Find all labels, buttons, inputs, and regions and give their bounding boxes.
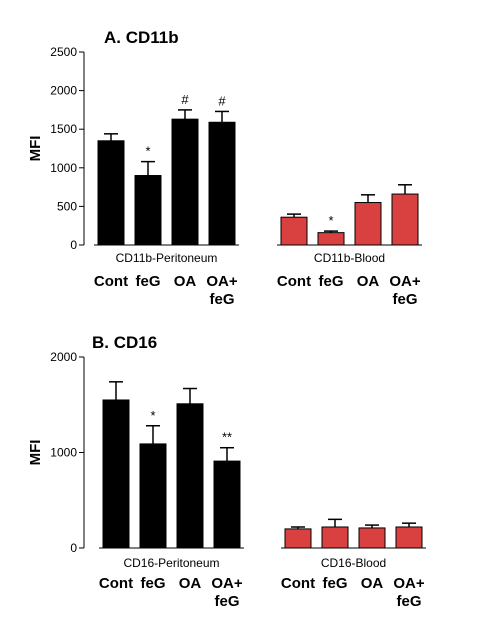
- x-tick-label: feG: [135, 273, 160, 290]
- chart-panel-1: A. CD11b MFI 0 500 1000 1500 2000 2500 Cont * feG #…: [27, 28, 422, 308]
- x-tick-label: Cont: [277, 273, 311, 290]
- bar: [213, 460, 241, 549]
- y-tick-label: 1000: [50, 446, 77, 460]
- y-tick-label: 0: [70, 541, 77, 555]
- y-tick-label: 500: [57, 199, 77, 213]
- x-tick-label: OA+: [393, 575, 425, 592]
- group-label: CD16-Blood: [321, 556, 386, 570]
- bar: [208, 121, 236, 246]
- significance-mark: *: [145, 144, 150, 159]
- y-tick-label: 2000: [50, 350, 77, 364]
- x-tick-label: feG: [140, 575, 165, 592]
- significance-mark: **: [222, 430, 232, 445]
- y-tick-label: 1500: [50, 122, 77, 136]
- bar: [139, 443, 167, 549]
- x-tick-label: OA+: [206, 273, 238, 290]
- significance-mark: #: [218, 93, 226, 108]
- significance-mark: *: [150, 408, 155, 423]
- bar: [317, 232, 345, 246]
- bar: [321, 526, 349, 549]
- x-tick-label: OA: [179, 575, 202, 592]
- x-tick-label: OA+: [211, 575, 243, 592]
- bar: [280, 216, 308, 246]
- bar: [284, 528, 312, 549]
- x-tick-label: OA: [174, 273, 197, 290]
- x-tick-label: feG: [209, 291, 234, 308]
- x-tick-label: OA+: [389, 273, 421, 290]
- significance-mark: #: [181, 92, 189, 107]
- x-tick-label: Cont: [281, 575, 315, 592]
- x-tick-label: OA: [357, 273, 380, 290]
- bar: [171, 118, 199, 246]
- x-tick-label: feG: [396, 593, 421, 610]
- bar: [97, 140, 125, 246]
- chart-title: A. CD11b: [104, 28, 179, 47]
- y-tick-label: 2000: [50, 84, 77, 98]
- x-tick-label: Cont: [99, 575, 133, 592]
- x-tick-label: OA: [361, 575, 384, 592]
- bar: [391, 193, 419, 246]
- bar: [134, 175, 162, 246]
- y-tick-label: 2500: [50, 45, 77, 59]
- y-axis-label: MFI: [27, 440, 44, 466]
- x-tick-label: feG: [322, 575, 347, 592]
- y-tick-label: 1000: [50, 161, 77, 175]
- y-tick-label: 0: [70, 238, 77, 252]
- bar: [176, 403, 204, 549]
- group-label: CD11b-Blood: [314, 251, 385, 265]
- x-tick-label: feG: [392, 291, 417, 308]
- bar: [395, 526, 423, 549]
- significance-mark: *: [328, 213, 333, 228]
- x-tick-label: feG: [214, 593, 239, 610]
- chart-title: B. CD16: [92, 333, 157, 352]
- group-label: CD16-Peritoneum: [123, 556, 219, 570]
- y-axis-label: MFI: [27, 136, 44, 162]
- bar: [358, 527, 386, 549]
- bar: [102, 399, 130, 549]
- group-label: CD11b-Peritoneum: [116, 251, 218, 265]
- bar: [354, 202, 382, 246]
- x-tick-label: feG: [318, 273, 343, 290]
- x-tick-label: Cont: [94, 273, 128, 290]
